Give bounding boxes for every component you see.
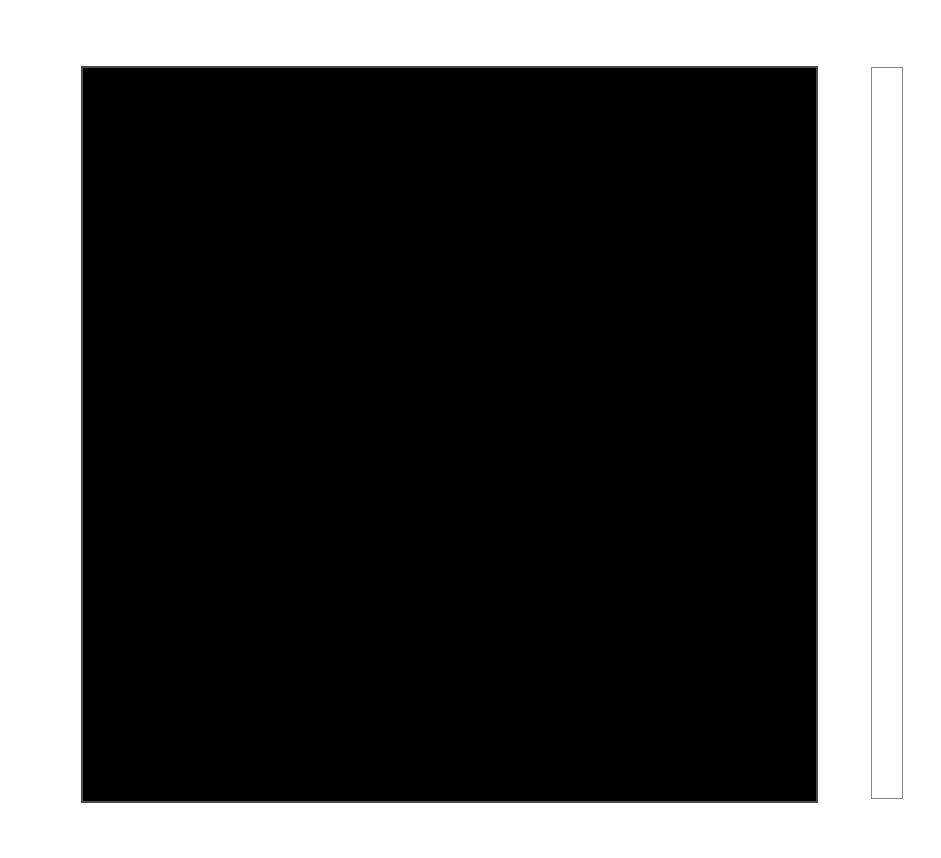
- colorbar: [871, 67, 903, 799]
- sst-map-canvas: [83, 68, 814, 799]
- map-frame: [81, 66, 818, 803]
